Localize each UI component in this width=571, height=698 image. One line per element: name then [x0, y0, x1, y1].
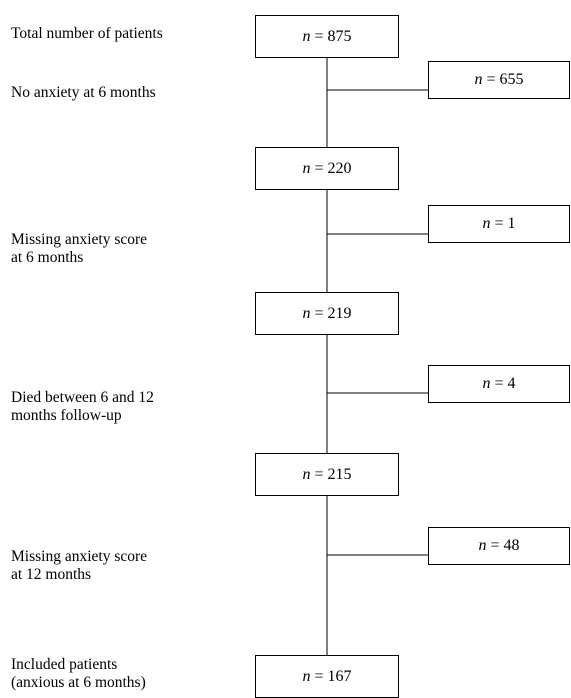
step-label-missing-6m: Missing anxiety score at 6 months: [11, 231, 148, 266]
exclusion-box-missing-12m: n = 48: [428, 527, 570, 565]
exclusion-box-missing-6m: n = 1: [428, 205, 570, 243]
count-box-anxious-6m: n = 220: [255, 147, 399, 190]
step-label-included: Included patients (anxious at 6 months): [11, 656, 146, 691]
exclusion-box-died: n = 4: [428, 365, 570, 403]
count-box-after-missing-6m: n = 219: [255, 292, 399, 335]
step-label-no-anxiety: No anxiety at 6 months: [11, 84, 156, 101]
count-box-after-died: n = 215: [255, 453, 399, 496]
count-box-included: n = 167: [255, 655, 399, 698]
count-box-total: n = 875: [255, 15, 399, 58]
step-label-died: Died between 6 and 12 months follow-up: [11, 389, 154, 424]
exclusion-box-no-anxiety: n = 655: [428, 61, 570, 99]
step-label-missing-12m: Missing anxiety score at 12 months: [11, 548, 148, 583]
step-label-total: Total number of patients: [11, 25, 163, 42]
